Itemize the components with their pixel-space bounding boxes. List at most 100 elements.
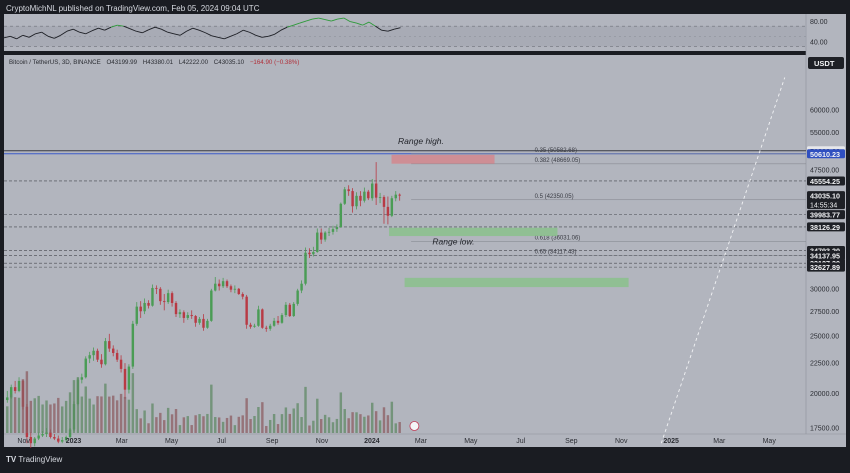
candle-body xyxy=(135,306,138,324)
chart-annotation: Range low. xyxy=(432,237,474,247)
volume-bar xyxy=(33,398,36,433)
candle-body xyxy=(331,229,335,232)
ohlc-change: −164.90 (−0.38%) xyxy=(249,59,300,66)
candle-body xyxy=(57,438,60,442)
volume-bar xyxy=(288,413,292,433)
candle-body xyxy=(186,315,189,318)
volume-bar xyxy=(9,394,13,433)
volume-bar xyxy=(296,403,299,433)
volume-bar xyxy=(13,397,17,433)
candle-body xyxy=(347,189,350,192)
price-tick-label: 27500.00 xyxy=(810,309,839,316)
volume-bar xyxy=(206,413,209,433)
volume-bar xyxy=(37,395,40,433)
volume-bar xyxy=(308,425,311,433)
rsi-segment xyxy=(22,34,30,38)
candle-body xyxy=(249,324,252,327)
volume-bar xyxy=(304,386,307,433)
range-low-2-zone xyxy=(404,277,629,288)
time-tick-label: Jul xyxy=(516,438,525,445)
candle-body xyxy=(202,318,205,328)
tradingview-brand[interactable]: TV TradingView xyxy=(6,455,62,464)
candle-body xyxy=(339,203,343,228)
candle-body xyxy=(6,397,9,401)
volume-bar xyxy=(53,403,56,433)
volume-bar xyxy=(378,420,382,433)
volume-bar xyxy=(25,371,29,433)
ohlc-high: H43380.01 xyxy=(142,59,174,66)
candle-body xyxy=(225,281,229,287)
candle-body xyxy=(100,359,103,365)
volume-bar xyxy=(386,415,390,433)
time-tick-label: Sep xyxy=(266,438,279,445)
rsi-segment xyxy=(167,31,175,35)
price-tag xyxy=(807,250,845,260)
rsi-segment xyxy=(312,17,319,20)
candle-body xyxy=(127,366,131,390)
volume-bar xyxy=(96,396,99,433)
volume-bar xyxy=(225,417,229,433)
candle-body xyxy=(139,306,142,312)
price-tag xyxy=(807,149,845,159)
volume-bar xyxy=(45,400,48,433)
volume-bar xyxy=(6,406,9,433)
fib-label: 0.618 (36031.06) xyxy=(535,236,581,242)
candle-body xyxy=(13,387,17,391)
rsi-segment xyxy=(173,33,181,36)
price-tick-label: 17500.00 xyxy=(810,426,839,433)
candle-body xyxy=(323,232,327,240)
volume-bar xyxy=(284,407,288,433)
volume-bar xyxy=(139,418,142,433)
rsi-segment xyxy=(198,29,206,34)
candle-body xyxy=(60,440,64,442)
candle-body xyxy=(49,432,52,438)
rsi-tick-label: 80.00 xyxy=(810,19,828,26)
volume-bar xyxy=(115,400,119,433)
volume-bar xyxy=(84,386,87,433)
candle-body xyxy=(398,194,401,196)
fib-label: 0.382 (48669.05) xyxy=(535,158,581,164)
candle-body xyxy=(327,231,331,233)
volume-bar xyxy=(163,420,166,433)
candle-body xyxy=(206,320,209,328)
candle-body xyxy=(355,195,358,207)
time-tick-label: Nov xyxy=(316,438,329,445)
candle-body xyxy=(210,290,213,321)
volume-bar xyxy=(166,407,170,433)
candle-body xyxy=(359,195,362,201)
volume-bar xyxy=(64,400,68,433)
candle-body xyxy=(190,315,193,317)
time-tick-label: 2023 xyxy=(66,438,82,445)
candle-body xyxy=(261,309,264,328)
candle-body xyxy=(280,315,284,323)
candle-body xyxy=(115,352,119,360)
rsi-segment xyxy=(394,27,401,30)
candle-body xyxy=(300,283,303,291)
volume-bar xyxy=(367,415,370,433)
volume-bar xyxy=(108,396,111,433)
candle-body xyxy=(363,191,366,201)
candle-body xyxy=(80,377,84,380)
candle-body xyxy=(351,191,354,207)
volume-bar xyxy=(331,422,335,433)
candle-body xyxy=(304,252,307,284)
rsi-segment xyxy=(324,19,332,22)
candle-body xyxy=(29,437,33,444)
price-tag xyxy=(807,210,845,220)
candle-body xyxy=(198,318,201,323)
rsi-segment xyxy=(230,33,238,37)
rsi-segment xyxy=(79,31,86,35)
candle-body xyxy=(257,309,260,326)
rsi-segment xyxy=(387,28,395,32)
candle-body xyxy=(17,380,21,391)
rsi-segment xyxy=(268,33,275,37)
volume-bar xyxy=(123,396,127,433)
candle-body xyxy=(182,312,186,318)
rsi-segment xyxy=(98,27,105,31)
candle-body xyxy=(233,288,237,290)
rsi-segment xyxy=(16,34,24,40)
symbol-info: Bitcoin / TetherUS, 3D, BINANCE O43199.9… xyxy=(9,59,303,66)
price-tag-label: 45554.25 xyxy=(810,177,840,186)
candle-body xyxy=(108,341,111,349)
